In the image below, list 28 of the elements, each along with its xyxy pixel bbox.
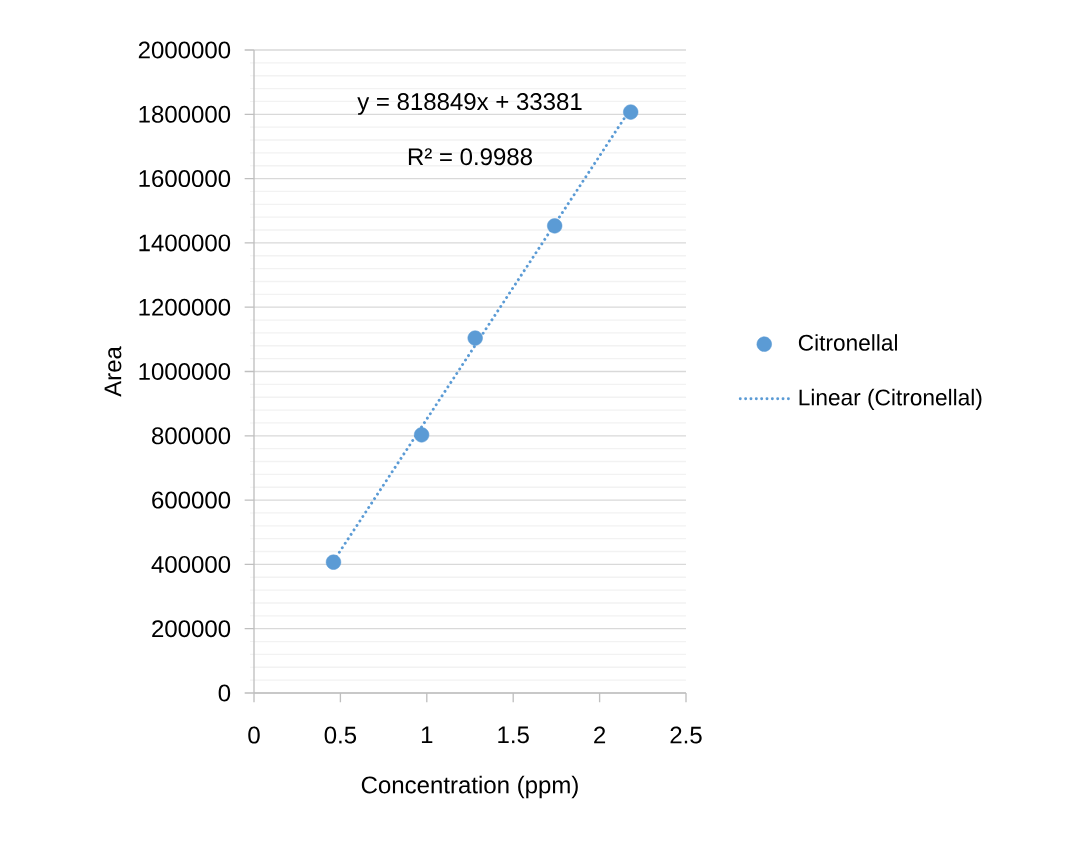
y-tick-label: 1600000 xyxy=(139,170,231,188)
y-tick-label: 1400000 xyxy=(139,234,231,252)
x-tick-label: 2 xyxy=(594,726,606,744)
y-tick-label: 1800000 xyxy=(139,105,231,123)
y-axis-title: Area xyxy=(104,346,122,397)
x-tick-label: 0 xyxy=(248,726,260,744)
annotation: R² = 0.9988 xyxy=(408,148,532,166)
point xyxy=(414,427,430,443)
legend-label: Citronellal xyxy=(798,334,897,351)
y-tick-label: 400000 xyxy=(151,555,231,573)
y-tick-label: 200000 xyxy=(152,620,231,638)
y-tick-label: 800000 xyxy=(152,427,231,445)
x-tick-label: 2.5 xyxy=(670,726,702,744)
legend-label: Linear (Citronellal) xyxy=(799,388,982,410)
point xyxy=(467,330,483,346)
annotation: y = 818849x + 33381 xyxy=(357,93,582,115)
x-axis-title: Concentration (ppm) xyxy=(361,775,578,799)
x-tick-label: 1.5 xyxy=(498,726,529,744)
y-tick-label: 2000000 xyxy=(138,41,231,59)
point xyxy=(623,104,639,120)
y-tick-label: 1000000 xyxy=(139,362,231,380)
x-tick-label: 0.5 xyxy=(324,726,357,744)
point xyxy=(547,218,563,234)
y-tick-label: 600000 xyxy=(152,491,231,509)
y-tick-label: 1200000 xyxy=(139,298,231,316)
point xyxy=(325,554,342,570)
y-tick-label: 0 xyxy=(218,684,231,702)
x-tick-label: 1 xyxy=(421,726,433,744)
